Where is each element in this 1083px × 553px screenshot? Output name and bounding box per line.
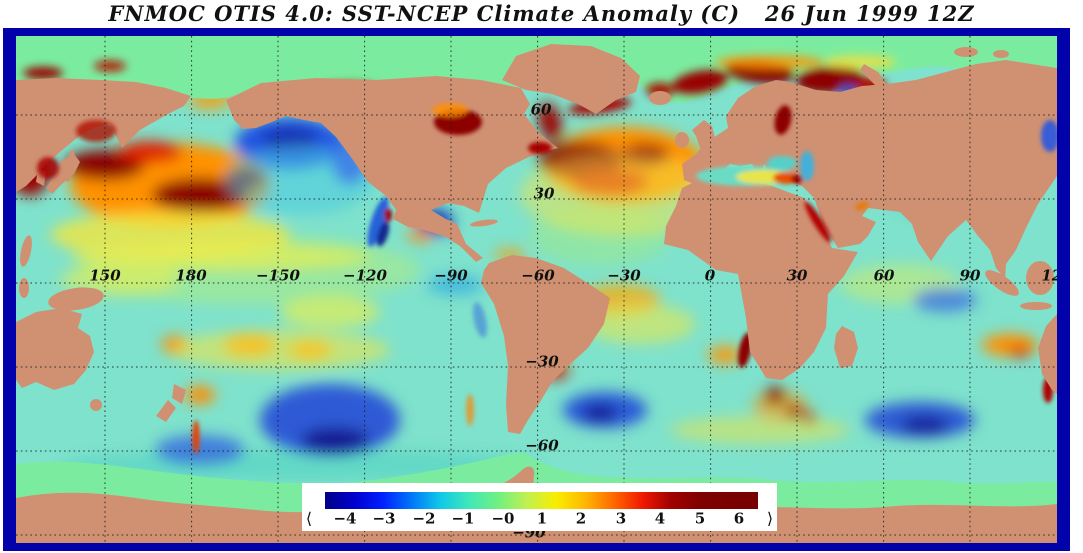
coastal-anomaly-streaks — [192, 197, 1053, 454]
lon-label: −30 — [607, 266, 641, 285]
colorbar-tick: −2 — [412, 509, 436, 528]
lon-label: 60 — [873, 266, 895, 285]
lat-label: −60 — [525, 436, 559, 455]
lon-label: 90 — [959, 266, 981, 285]
colorbar-tick: −3 — [372, 509, 396, 528]
world-map: 150 180 −150 −120 −90 −60 −30 0 30 60 90… — [16, 36, 1057, 543]
colorbar-gradient — [325, 492, 758, 509]
lat-label: 60 — [530, 100, 552, 119]
colorbar: ⟨ −4 −3 −2 −1 −0 1 2 3 4 5 6 ⟩ — [302, 483, 777, 531]
lon-label: −90 — [434, 266, 468, 285]
lon-label: 30 — [786, 266, 808, 285]
lon-label: 150 — [89, 266, 121, 285]
plot-title: FNMOC OTIS 4.0: SST-NCEP Climate Anomaly… — [108, 1, 975, 26]
graticule — [16, 36, 1057, 543]
lon-label: −150 — [256, 266, 300, 285]
map-graphic — [16, 36, 1057, 543]
colorbar-tick: −0 — [491, 509, 515, 528]
inland-sea-blobs — [37, 103, 1057, 243]
lon-label: −60 — [521, 266, 555, 285]
lon-label: 120 — [1041, 266, 1057, 285]
lat-label: 30 — [533, 184, 555, 203]
colorbar-tick: 6 — [733, 509, 745, 528]
colorbar-tick: 3 — [615, 509, 627, 528]
colorbar-tick: 5 — [694, 509, 706, 528]
colorbar-tick: 1 — [536, 509, 548, 528]
lon-label: 0 — [704, 266, 716, 285]
colorbar-right-arrow-icon: ⟩ — [766, 509, 774, 528]
colorbar-left-arrow-icon: ⟨ — [305, 509, 313, 528]
colorbar-tick: −4 — [333, 509, 357, 528]
lat-label: −30 — [525, 352, 559, 371]
ocean-anomaly-blobs — [16, 91, 1038, 481]
colorbar-tick: 4 — [654, 509, 666, 528]
lon-label: −120 — [343, 266, 387, 285]
lon-label: 180 — [175, 266, 207, 285]
colorbar-tick: −1 — [451, 509, 475, 528]
colorbar-tick: 2 — [575, 509, 587, 528]
